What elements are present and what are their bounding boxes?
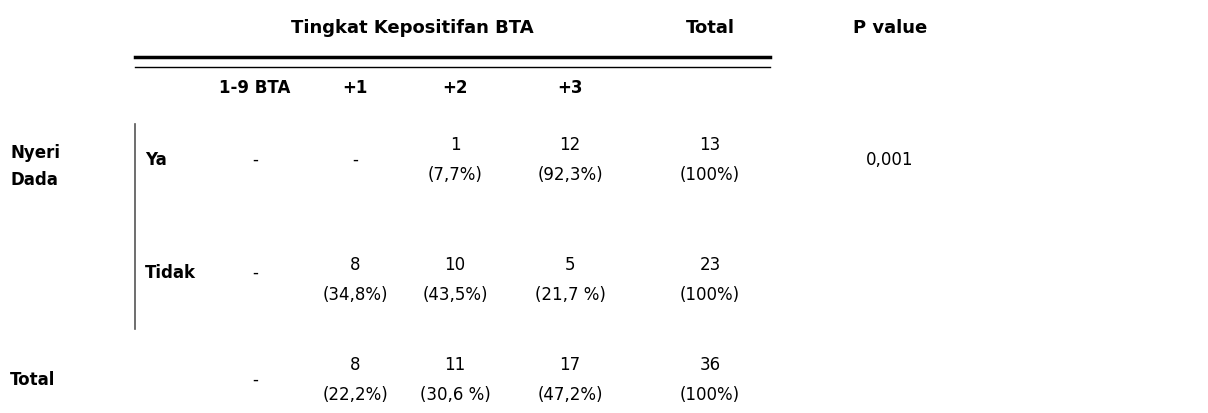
Text: 8: 8 [350, 255, 360, 273]
Text: Dada: Dada [10, 171, 58, 189]
Text: Tidak: Tidak [145, 263, 196, 281]
Text: (30,6 %): (30,6 %) [419, 385, 490, 403]
Text: 10: 10 [445, 255, 465, 273]
Text: (22,2%): (22,2%) [323, 385, 388, 403]
Text: (34,8%): (34,8%) [323, 285, 388, 303]
Text: +3: +3 [557, 79, 582, 97]
Text: Ya: Ya [145, 151, 167, 169]
Text: 0,001: 0,001 [866, 151, 913, 169]
Text: (92,3%): (92,3%) [538, 166, 603, 183]
Text: +2: +2 [442, 79, 467, 97]
Text: (21,7 %): (21,7 %) [535, 285, 605, 303]
Text: 12: 12 [559, 136, 581, 154]
Text: P value: P value [853, 19, 927, 37]
Text: Tingkat Kepositifan BTA: Tingkat Kepositifan BTA [291, 19, 534, 37]
Text: +1: +1 [342, 79, 367, 97]
Text: Total: Total [685, 19, 734, 37]
Text: (43,5%): (43,5%) [423, 285, 488, 303]
Text: (47,2%): (47,2%) [538, 385, 603, 403]
Text: (100%): (100%) [680, 166, 741, 183]
Text: 11: 11 [445, 355, 465, 373]
Text: -: - [252, 151, 259, 169]
Text: 1: 1 [449, 136, 460, 154]
Text: -: - [252, 263, 259, 281]
Text: Nyeri: Nyeri [10, 144, 60, 161]
Text: 23: 23 [699, 255, 721, 273]
Text: (100%): (100%) [680, 285, 741, 303]
Text: -: - [352, 151, 358, 169]
Text: (100%): (100%) [680, 385, 741, 403]
Text: 36: 36 [699, 355, 720, 373]
Text: 17: 17 [559, 355, 581, 373]
Text: 1-9 BTA: 1-9 BTA [220, 79, 291, 97]
Text: (7,7%): (7,7%) [428, 166, 482, 183]
Text: Total: Total [10, 370, 56, 388]
Text: 13: 13 [699, 136, 721, 154]
Text: 8: 8 [350, 355, 360, 373]
Text: -: - [252, 370, 259, 388]
Text: 5: 5 [565, 255, 575, 273]
